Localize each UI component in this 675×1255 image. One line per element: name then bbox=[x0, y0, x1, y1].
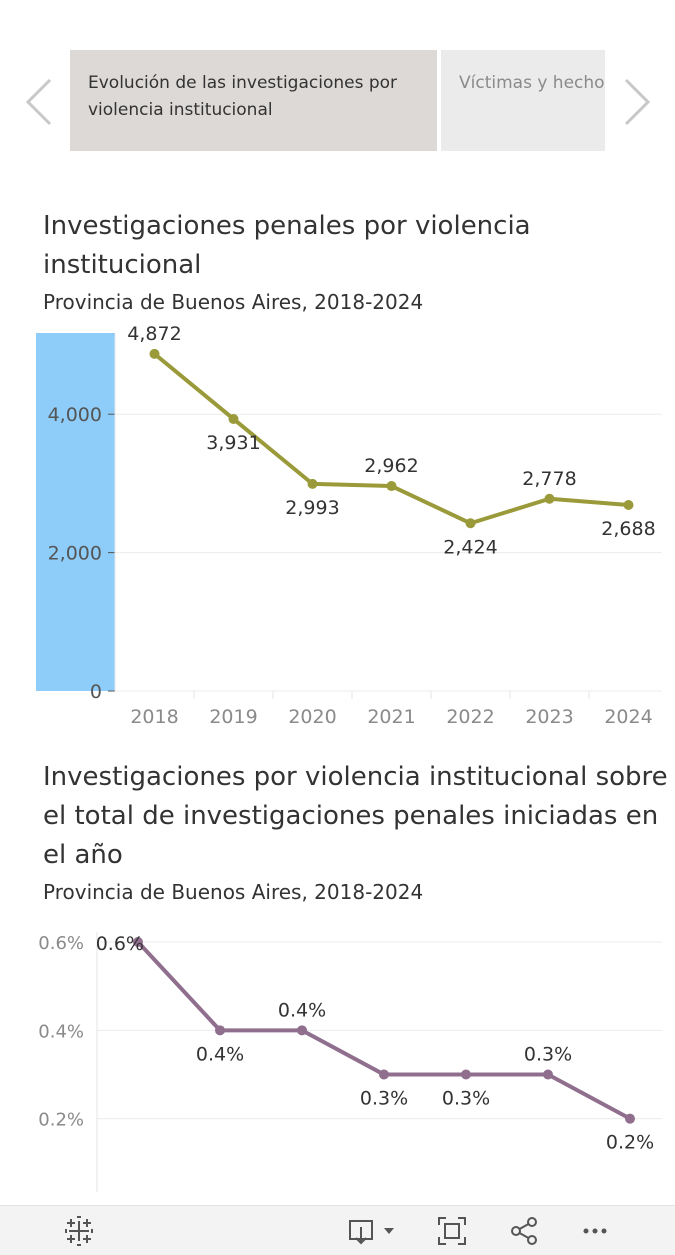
share-button[interactable] bbox=[505, 1214, 543, 1248]
chart1-data-point bbox=[544, 493, 555, 504]
chart2-plot: 0.0%0.2%0.4%0.6%0.6%0.4%0.4%0.3%0.3%0.3%… bbox=[38, 932, 662, 1192]
chevron-left-icon bbox=[25, 78, 52, 126]
chart2-data-label: 0.4% bbox=[278, 999, 326, 1021]
next-tab-button[interactable] bbox=[616, 74, 656, 130]
chart2-data-point bbox=[543, 1069, 553, 1080]
tab-evolucion[interactable]: Evolución de las investigaciones por vio… bbox=[70, 50, 437, 151]
chart1-data-point bbox=[465, 518, 476, 529]
chart1-x-tick-label: 2020 bbox=[288, 706, 336, 728]
chart1-subtitle: Provincia de Buenos Aires, 2018-2024 bbox=[43, 290, 424, 314]
chart1-data-label: 2,778 bbox=[522, 468, 576, 490]
chart2-title: Investigaciones por violencia institucio… bbox=[43, 762, 668, 870]
chart1-y-tick-label: 2,000 bbox=[48, 543, 102, 565]
chart2-y-tick-label: 0.4% bbox=[38, 1021, 84, 1042]
chart1-data-label: 3,931 bbox=[206, 432, 260, 454]
fullscreen-button[interactable] bbox=[432, 1214, 472, 1248]
chart2-data-point bbox=[461, 1069, 471, 1080]
chart1-title: Investigaciones penales por violencia in… bbox=[43, 211, 531, 280]
chart1-x-tick-label: 2024 bbox=[604, 706, 652, 728]
chart2-data-label: 0.4% bbox=[196, 1043, 244, 1065]
chart1-data-label: 4,872 bbox=[127, 325, 181, 345]
chart1-x-tick-label: 2019 bbox=[209, 706, 257, 728]
download-icon bbox=[349, 1220, 394, 1245]
chart1-data-label: 2,424 bbox=[443, 536, 497, 558]
chart1-x-tick-label: 2021 bbox=[367, 706, 415, 728]
chart1-data-point bbox=[307, 478, 318, 489]
chart2-data-label: 0.3% bbox=[442, 1088, 490, 1110]
chart2-data-point bbox=[379, 1069, 389, 1080]
more-options-button[interactable] bbox=[575, 1214, 615, 1248]
chart2-data-label: 0.2% bbox=[606, 1132, 654, 1154]
chart1-data-label: 2,688 bbox=[601, 518, 655, 540]
chart2-data-point bbox=[625, 1113, 635, 1124]
chart1-y-tick-label: 4,000 bbox=[48, 404, 102, 426]
chevron-right-icon bbox=[624, 78, 651, 126]
chart2-subtitle: Provincia de Buenos Aires, 2018-2024 bbox=[43, 880, 424, 904]
chart2-data-label: 0.3% bbox=[360, 1088, 408, 1110]
tableau-logo-icon bbox=[65, 1216, 93, 1246]
bottom-toolbar bbox=[0, 1205, 675, 1255]
chart1-x-tick-label: 2022 bbox=[446, 706, 494, 728]
chart1-x-tick-label: 2018 bbox=[130, 706, 178, 728]
chart2-data-point bbox=[215, 1025, 225, 1036]
dashboard-tabs: Evolución de las investigaciones por vio… bbox=[0, 0, 675, 180]
chart2-data-point bbox=[133, 937, 143, 947]
chart2-data-label: 0.3% bbox=[524, 1044, 572, 1066]
tableau-logo-button[interactable] bbox=[60, 1214, 98, 1248]
chart1-y-tick-label: 0 bbox=[90, 681, 102, 703]
chart2-data-label: 0.6% bbox=[96, 933, 144, 955]
chart1-data-label: 2,993 bbox=[285, 497, 339, 519]
chart1-x-tick-label: 2023 bbox=[525, 706, 573, 728]
chart1-data-point bbox=[386, 481, 397, 492]
tab-label: Víctimas y hechos bbox=[459, 73, 605, 93]
tab-label: Evolución de las investigaciones por vio… bbox=[88, 73, 398, 120]
chart2-y-tick-label: 0.6% bbox=[38, 933, 84, 954]
chart2-data-point bbox=[297, 1025, 307, 1036]
share-icon bbox=[511, 1217, 537, 1245]
chart1-plot: 0 2,000 4,000 2018 2019 2020 2021 2022 2023 2024 4… bbox=[36, 325, 662, 728]
prev-tab-button[interactable] bbox=[20, 74, 60, 130]
download-button[interactable] bbox=[340, 1214, 400, 1248]
more-icon bbox=[583, 1228, 607, 1234]
chart2-y-tick-label: 0.2% bbox=[38, 1110, 84, 1131]
tab-victimas[interactable]: Víctimas y hechos bbox=[441, 50, 605, 151]
chart1-axis-highlight bbox=[36, 333, 115, 691]
chart1-data-point bbox=[149, 348, 160, 359]
chart1-data-point bbox=[623, 499, 634, 510]
chart1-data-point bbox=[228, 413, 239, 424]
chart1-data-label: 2,962 bbox=[364, 455, 418, 477]
fullscreen-icon bbox=[438, 1217, 466, 1245]
